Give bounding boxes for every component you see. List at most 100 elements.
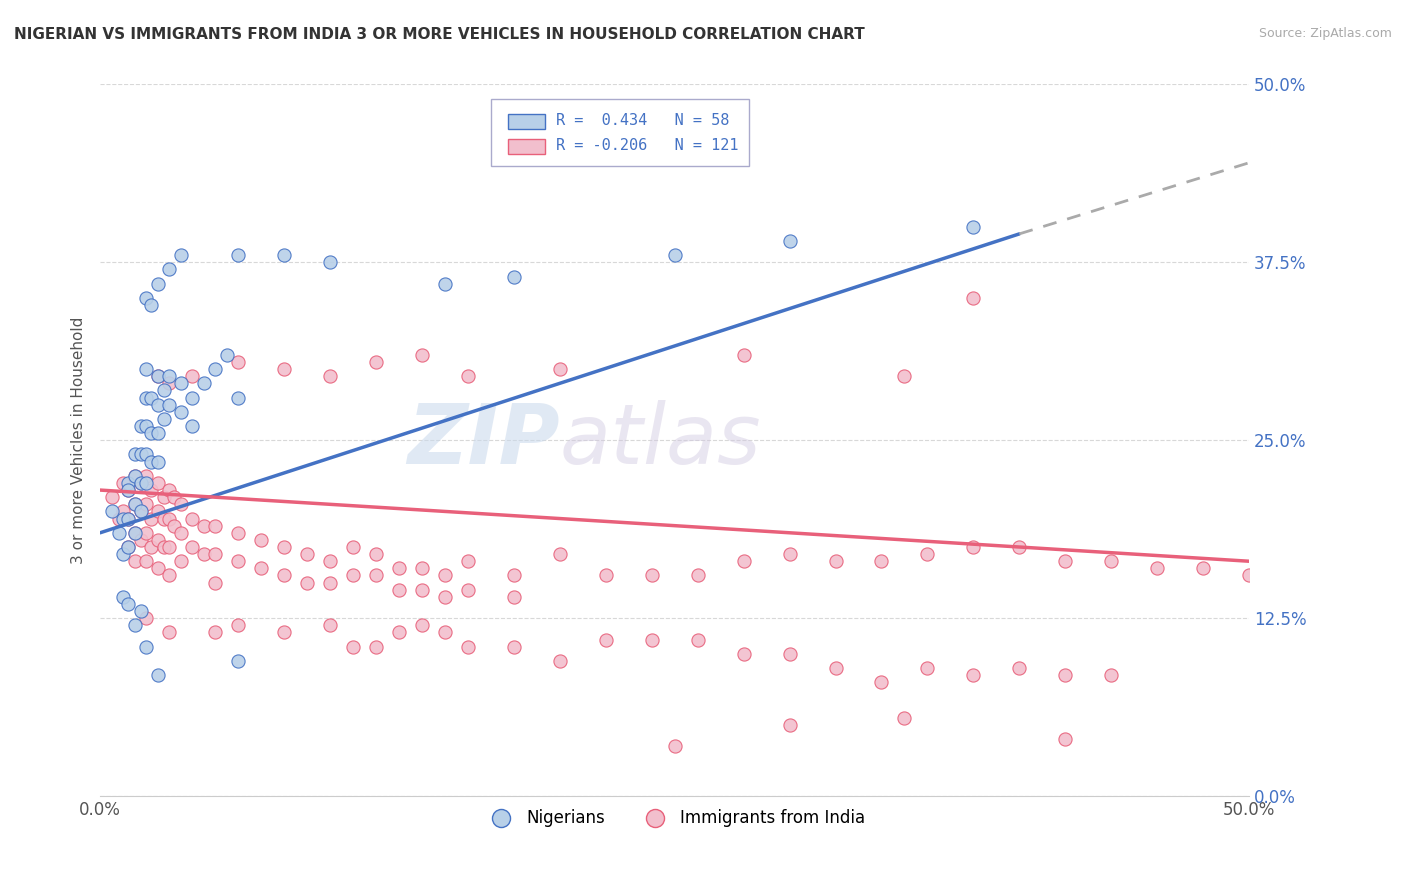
Point	[204, 518, 226, 533]
Point	[139, 455, 162, 469]
Point	[131, 533, 153, 547]
Point	[1054, 732, 1077, 747]
Point	[204, 362, 226, 376]
Point	[112, 504, 135, 518]
Point	[733, 647, 755, 661]
Point	[139, 426, 162, 441]
Point	[181, 369, 204, 384]
Point	[135, 475, 157, 490]
Point	[135, 291, 157, 305]
Point	[193, 547, 215, 561]
Point	[893, 369, 915, 384]
Point	[548, 654, 571, 668]
Point	[457, 640, 479, 654]
Point	[181, 540, 204, 554]
Point	[124, 618, 146, 632]
Point	[250, 533, 273, 547]
Point	[157, 540, 180, 554]
Point	[146, 455, 169, 469]
Point	[169, 405, 191, 419]
Point	[146, 475, 169, 490]
Point	[502, 640, 524, 654]
Point	[411, 582, 433, 597]
Point	[411, 348, 433, 362]
Text: atlas: atlas	[560, 400, 762, 481]
Point	[433, 277, 456, 291]
Point	[962, 291, 984, 305]
Point	[388, 625, 411, 640]
Point	[117, 511, 139, 525]
Point	[135, 468, 157, 483]
Point	[733, 348, 755, 362]
FancyBboxPatch shape	[491, 99, 749, 166]
Point	[157, 262, 180, 277]
Point	[131, 475, 153, 490]
Point	[226, 391, 249, 405]
Point	[1008, 661, 1031, 675]
Point	[181, 391, 204, 405]
Point	[502, 590, 524, 604]
Point	[273, 540, 295, 554]
Point	[779, 647, 801, 661]
Point	[364, 547, 387, 561]
Point	[181, 419, 204, 434]
Point	[640, 632, 662, 647]
Point	[640, 568, 662, 582]
Point	[548, 547, 571, 561]
Point	[100, 490, 122, 504]
Point	[181, 511, 204, 525]
Point	[1054, 554, 1077, 568]
Point	[157, 511, 180, 525]
Point	[135, 525, 157, 540]
Point	[139, 391, 162, 405]
Point	[131, 504, 153, 518]
Point	[1099, 554, 1122, 568]
Point	[295, 547, 318, 561]
Point	[100, 504, 122, 518]
Point	[962, 540, 984, 554]
Point	[163, 518, 186, 533]
Point	[193, 518, 215, 533]
Point	[226, 248, 249, 262]
Point	[153, 490, 176, 504]
Point	[139, 298, 162, 312]
Point	[153, 384, 176, 398]
Point	[117, 475, 139, 490]
Point	[433, 590, 456, 604]
Point	[595, 632, 617, 647]
Point	[117, 540, 139, 554]
Text: R = -0.206   N = 121: R = -0.206 N = 121	[557, 138, 738, 153]
Point	[273, 248, 295, 262]
Point	[686, 632, 709, 647]
Point	[502, 568, 524, 582]
Point	[1008, 540, 1031, 554]
Point	[870, 554, 893, 568]
Point	[411, 618, 433, 632]
Point	[124, 468, 146, 483]
Point	[131, 475, 153, 490]
Point	[146, 277, 169, 291]
Point	[457, 582, 479, 597]
Point	[146, 533, 169, 547]
Point	[139, 511, 162, 525]
Point	[204, 575, 226, 590]
Point	[364, 640, 387, 654]
Point	[153, 540, 176, 554]
Point	[157, 398, 180, 412]
Bar	[508, 138, 544, 154]
Point	[917, 547, 939, 561]
Point	[124, 497, 146, 511]
Point	[169, 248, 191, 262]
Point	[117, 597, 139, 611]
Point	[779, 234, 801, 248]
Point	[135, 448, 157, 462]
Point	[146, 561, 169, 575]
Point	[502, 269, 524, 284]
Point	[457, 369, 479, 384]
Legend: Nigerians, Immigrants from India: Nigerians, Immigrants from India	[478, 803, 872, 834]
Point	[664, 739, 686, 754]
Point	[124, 448, 146, 462]
Point	[117, 540, 139, 554]
Point	[342, 540, 364, 554]
Point	[319, 554, 342, 568]
